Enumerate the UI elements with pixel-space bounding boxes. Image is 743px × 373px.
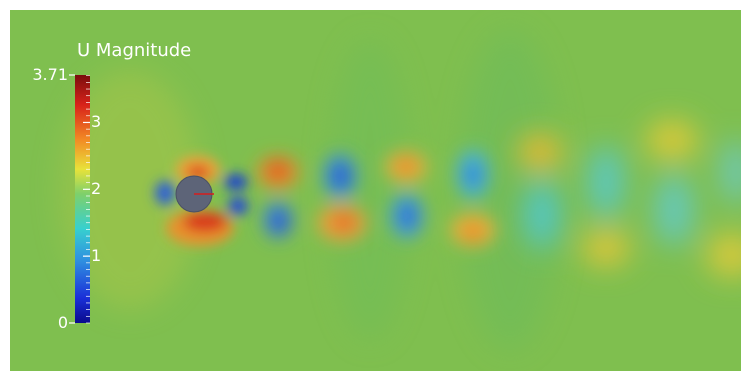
vortex-region <box>186 165 210 179</box>
vortex-region <box>273 212 287 232</box>
vortex-region <box>646 120 698 160</box>
vortex-region <box>720 140 741 204</box>
vortex-region <box>268 162 288 178</box>
vortex-region <box>706 233 741 277</box>
vortex-region <box>465 163 481 187</box>
vortex-region <box>400 204 416 228</box>
vortex-region <box>224 174 248 190</box>
vortex-region <box>155 181 175 205</box>
vortex-region <box>582 230 630 266</box>
vortex-region <box>228 197 248 215</box>
vortex-region <box>463 225 483 239</box>
vortex-region <box>396 160 416 172</box>
velocity-field-plot <box>10 10 741 371</box>
vortex-region <box>654 174 694 246</box>
vortex-region <box>530 144 550 160</box>
vortex-region <box>332 214 356 230</box>
render-viewport[interactable]: U Magnitude 3.71 3 2 1 0 <box>10 10 741 371</box>
vortex-region <box>524 181 560 249</box>
vortex-region <box>333 164 349 188</box>
vortex-region <box>588 146 624 218</box>
vortex-region <box>183 212 227 232</box>
